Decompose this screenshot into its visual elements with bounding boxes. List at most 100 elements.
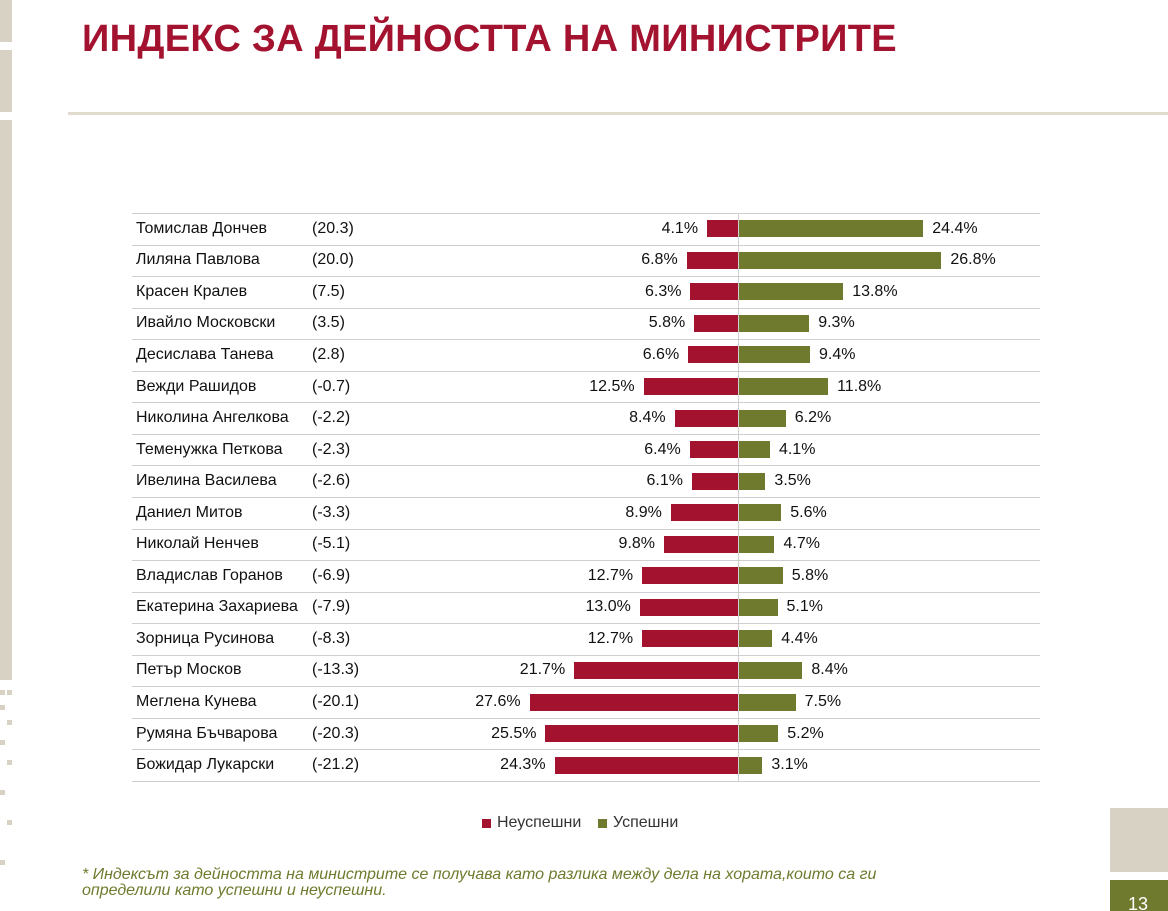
minister-index: (-2.3) bbox=[312, 440, 351, 458]
value-label-positive: 5.1% bbox=[786, 598, 823, 616]
bar-negative bbox=[690, 283, 738, 301]
minister-name: Зорница Русинова bbox=[136, 629, 275, 647]
bar-negative bbox=[554, 756, 738, 774]
bar-positive bbox=[739, 725, 779, 743]
value-label-positive: 3.5% bbox=[774, 472, 811, 490]
minister-name: Даниел Митов bbox=[136, 503, 243, 521]
minister-name: Лиляна Павлова bbox=[136, 251, 260, 269]
minister-name: Екатерина Захариева bbox=[136, 598, 298, 616]
bar-positive bbox=[739, 251, 942, 269]
row-gridline bbox=[132, 780, 1040, 782]
chart-legend: Неуспешни Успешни bbox=[0, 814, 1168, 834]
bar-negative bbox=[643, 378, 738, 396]
row-gridline bbox=[132, 339, 1040, 341]
minister-name: Вежди Рашидов bbox=[136, 377, 257, 395]
legend-item-positive: Успешни bbox=[598, 814, 678, 832]
value-label-positive: 24.4% bbox=[932, 219, 978, 237]
value-label-positive: 11.8% bbox=[837, 377, 882, 395]
row-gridline bbox=[132, 276, 1040, 278]
minister-index: (3.5) bbox=[312, 314, 345, 332]
minister-name: Николай Ненчев bbox=[136, 535, 259, 553]
row-gridline bbox=[132, 528, 1040, 530]
bar-negative bbox=[642, 630, 738, 648]
bar-positive bbox=[739, 314, 810, 332]
legend-swatch-positive bbox=[598, 818, 607, 828]
minister-name: Николина Ангелкова bbox=[136, 409, 289, 427]
legend-item-negative: Неуспешни bbox=[482, 814, 581, 832]
bar-negative bbox=[642, 567, 738, 585]
bar-positive bbox=[739, 409, 786, 427]
bar-positive bbox=[739, 504, 782, 522]
value-label-positive: 9.4% bbox=[818, 345, 856, 363]
minister-name: Десислава Танева bbox=[136, 345, 274, 363]
bar-positive bbox=[739, 346, 810, 364]
left-deco-square bbox=[7, 820, 12, 825]
row-gridline bbox=[132, 560, 1040, 562]
row-gridline bbox=[132, 717, 1040, 719]
value-label-positive: 8.4% bbox=[811, 661, 848, 679]
bar-negative bbox=[545, 725, 738, 743]
bar-positive bbox=[739, 441, 770, 459]
value-label-negative: 8.9% bbox=[625, 503, 662, 521]
value-label-negative: 12.5% bbox=[589, 377, 635, 395]
page-number: 13 bbox=[1128, 894, 1149, 911]
left-deco-square bbox=[0, 860, 5, 865]
value-label-negative: 12.7% bbox=[587, 629, 634, 647]
row-gridline bbox=[132, 307, 1040, 309]
row-gridline bbox=[132, 213, 1040, 214]
bar-positive bbox=[739, 630, 773, 648]
value-label-negative: 21.7% bbox=[519, 661, 566, 679]
minister-index: (-0.7) bbox=[312, 377, 351, 395]
row-gridline bbox=[132, 496, 1040, 498]
minister-name: Петър Москов bbox=[136, 661, 242, 679]
minister-index: (-20.3) bbox=[312, 724, 360, 742]
bar-negative bbox=[689, 441, 738, 459]
minister-name: Ивелина Василева bbox=[136, 472, 277, 490]
bar-negative bbox=[694, 314, 738, 332]
minister-name: Ивайло Московски bbox=[136, 314, 276, 332]
value-label-negative: 8.4% bbox=[629, 409, 666, 427]
row-gridline bbox=[132, 402, 1040, 404]
value-label-positive: 5.8% bbox=[791, 566, 829, 584]
value-label-negative: 6.4% bbox=[644, 440, 681, 458]
value-label-positive: 4.1% bbox=[778, 440, 816, 458]
value-label-negative: 24.3% bbox=[500, 756, 546, 774]
value-label-positive: 9.3% bbox=[818, 314, 855, 332]
bar-positive bbox=[739, 472, 766, 490]
left-deco-square bbox=[7, 720, 12, 725]
corner-decoration bbox=[1110, 808, 1168, 872]
bar-negative bbox=[670, 504, 738, 522]
value-label-positive: 4.4% bbox=[781, 629, 818, 647]
bar-positive bbox=[739, 567, 783, 585]
row-gridline bbox=[132, 686, 1040, 688]
value-label-negative: 12.7% bbox=[587, 566, 634, 584]
page-title: ИНДЕКС ЗА ДЕЙНОСТТА НА МИНИСТРИТЕ bbox=[82, 18, 897, 60]
bar-negative bbox=[686, 251, 738, 269]
legend-label-positive: Успешни bbox=[613, 814, 679, 831]
minister-index: (-8.3) bbox=[312, 629, 351, 647]
bar-positive bbox=[739, 220, 924, 238]
value-label-negative: 6.1% bbox=[646, 472, 683, 490]
minister-index: (20.3) bbox=[312, 219, 354, 237]
minister-index: (-21.2) bbox=[312, 756, 360, 774]
minister-index: (2.8) bbox=[312, 345, 345, 363]
bar-negative bbox=[529, 693, 738, 711]
row-gridline bbox=[132, 623, 1040, 625]
bar-negative bbox=[674, 409, 738, 427]
left-deco-square bbox=[7, 690, 12, 695]
value-label-positive: 7.5% bbox=[804, 693, 842, 711]
left-deco-square bbox=[0, 690, 5, 695]
value-label-positive: 26.8% bbox=[950, 251, 996, 269]
value-label-negative: 13.0% bbox=[585, 598, 631, 616]
title-divider bbox=[68, 112, 1168, 115]
value-label-negative: 4.1% bbox=[661, 219, 699, 237]
bar-positive bbox=[739, 598, 778, 616]
minister-index: (-20.1) bbox=[312, 693, 360, 711]
bar-positive bbox=[739, 378, 829, 396]
value-label-negative: 5.8% bbox=[648, 314, 686, 332]
minister-index: (-5.1) bbox=[312, 535, 351, 553]
bar-negative bbox=[688, 346, 738, 364]
value-label-positive: 6.2% bbox=[794, 409, 832, 427]
bar-negative bbox=[639, 598, 738, 616]
bar-positive bbox=[739, 693, 796, 711]
